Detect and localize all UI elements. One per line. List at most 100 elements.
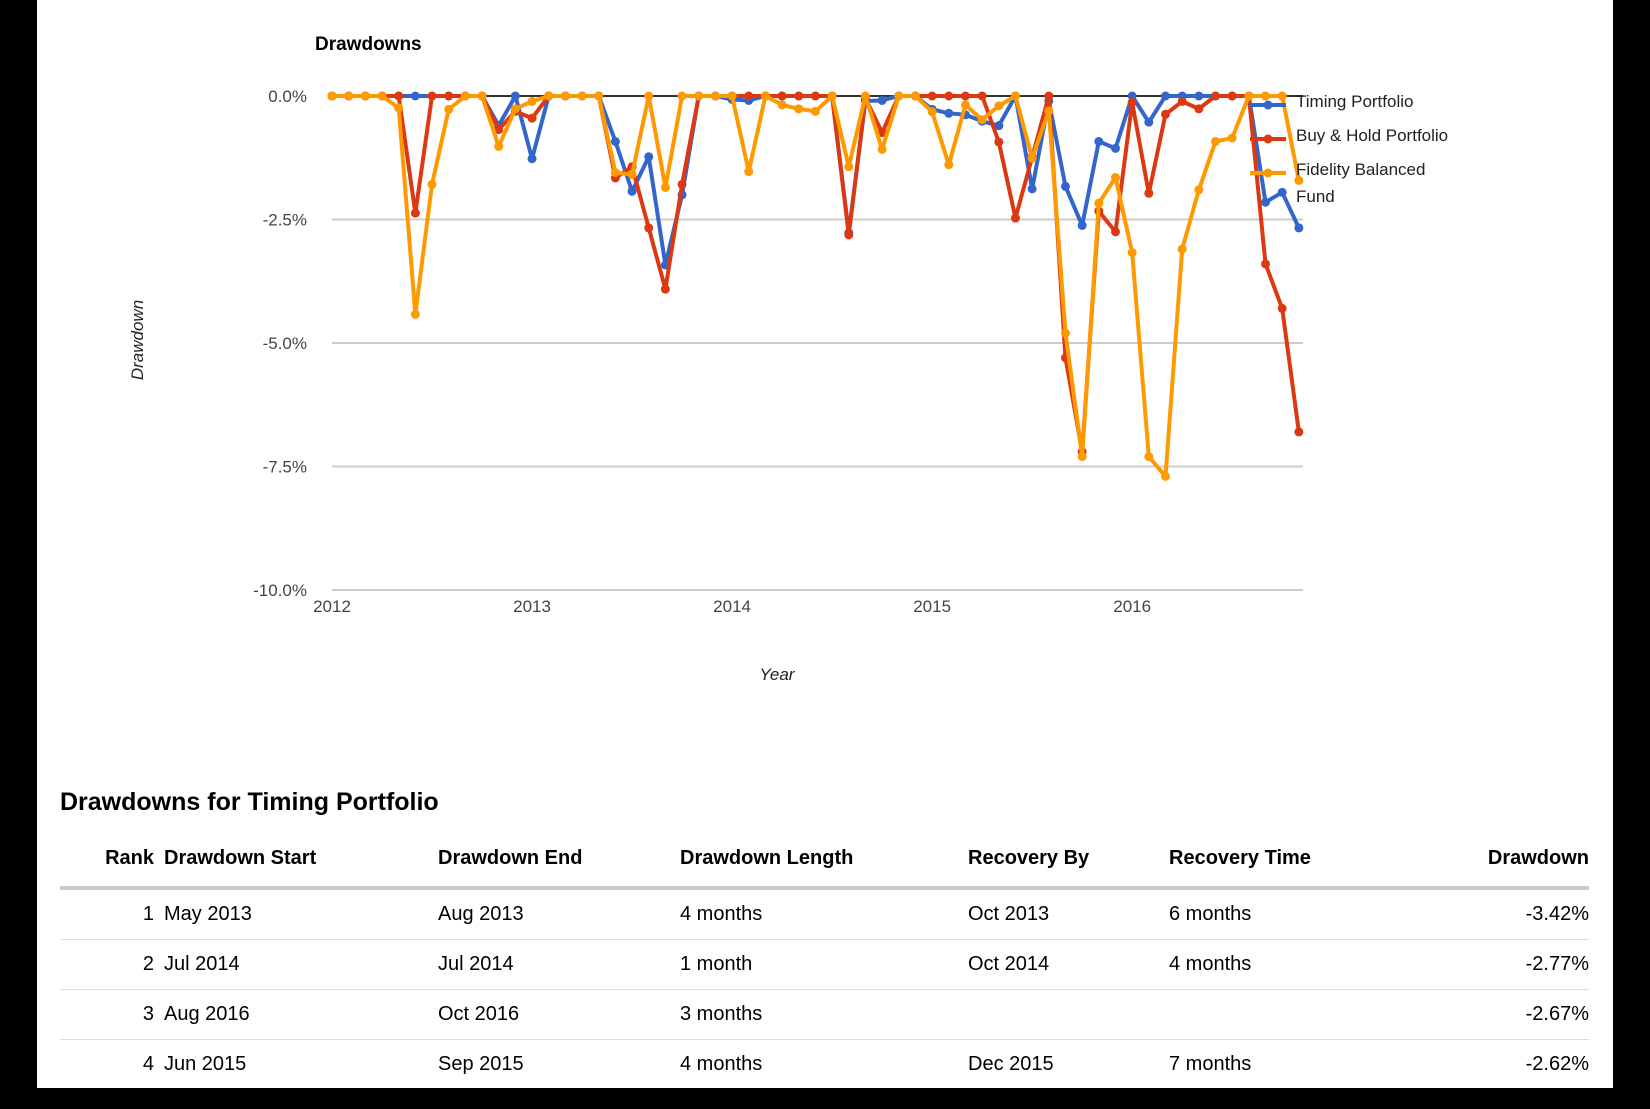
data-point[interactable]: [394, 103, 404, 113]
data-point[interactable]: [1211, 136, 1221, 146]
data-point[interactable]: [1060, 181, 1070, 191]
data-point[interactable]: [1277, 187, 1287, 197]
data-point[interactable]: [1244, 91, 1254, 101]
data-point[interactable]: [1294, 427, 1304, 437]
data-point[interactable]: [1294, 223, 1304, 233]
data-point[interactable]: [677, 91, 687, 101]
data-point[interactable]: [327, 91, 337, 101]
data-point[interactable]: [527, 154, 537, 164]
legend-item-timing-portfolio[interactable]: Timing Portfolio: [1250, 88, 1490, 115]
data-point[interactable]: [377, 91, 387, 101]
data-point[interactable]: [1127, 248, 1137, 258]
data-point[interactable]: [477, 91, 487, 101]
data-point[interactable]: [810, 106, 820, 116]
data-point[interactable]: [510, 104, 520, 114]
data-point[interactable]: [544, 91, 554, 101]
data-point[interactable]: [1010, 91, 1020, 101]
data-point[interactable]: [844, 162, 854, 172]
data-point[interactable]: [1194, 104, 1204, 114]
data-point[interactable]: [894, 91, 904, 101]
data-point[interactable]: [1060, 328, 1070, 338]
data-point[interactable]: [410, 91, 420, 101]
data-point[interactable]: [560, 91, 570, 101]
data-point[interactable]: [1211, 91, 1221, 101]
data-point[interactable]: [810, 91, 820, 101]
data-point[interactable]: [644, 91, 654, 101]
data-point[interactable]: [677, 179, 687, 189]
data-point[interactable]: [1044, 91, 1054, 101]
data-point[interactable]: [710, 91, 720, 101]
data-point[interactable]: [944, 91, 954, 101]
data-point[interactable]: [827, 91, 837, 101]
data-point[interactable]: [1194, 91, 1204, 101]
legend-item-fidelity-balanced-fund[interactable]: Fidelity Balanced Fund: [1250, 156, 1490, 210]
data-point[interactable]: [1161, 109, 1170, 119]
data-point[interactable]: [1144, 188, 1154, 198]
data-point[interactable]: [877, 95, 887, 105]
data-point[interactable]: [344, 91, 354, 101]
data-point[interactable]: [527, 96, 537, 106]
data-point[interactable]: [977, 91, 987, 101]
data-point[interactable]: [494, 125, 504, 135]
data-point[interactable]: [1261, 259, 1271, 269]
data-point[interactable]: [1027, 153, 1037, 163]
data-point[interactable]: [1261, 91, 1271, 101]
data-point[interactable]: [1277, 91, 1287, 101]
data-point[interactable]: [1277, 303, 1287, 313]
data-point[interactable]: [944, 108, 954, 118]
data-point[interactable]: [360, 91, 370, 101]
drawdowns-chart[interactable]: 0.0% -2.5% -5.0% -7.5% -10.0% 2012 2013 2014 201…: [37, 0, 1613, 700]
data-point[interactable]: [444, 104, 454, 114]
data-point[interactable]: [744, 91, 754, 101]
data-point[interactable]: [1144, 117, 1154, 127]
data-point[interactable]: [594, 91, 604, 101]
data-point[interactable]: [994, 101, 1004, 111]
data-point[interactable]: [1227, 133, 1237, 143]
data-point[interactable]: [444, 91, 454, 101]
data-point[interactable]: [794, 104, 804, 114]
data-point[interactable]: [1110, 143, 1120, 153]
data-point[interactable]: [994, 137, 1004, 147]
data-point[interactable]: [1110, 173, 1120, 183]
data-point[interactable]: [1261, 197, 1271, 207]
legend-item-buy-hold-portfolio[interactable]: Buy & Hold Portfolio: [1250, 122, 1490, 149]
data-point[interactable]: [427, 91, 437, 101]
data-point[interactable]: [410, 309, 420, 319]
data-point[interactable]: [910, 91, 920, 101]
data-point[interactable]: [427, 179, 437, 189]
data-point[interactable]: [610, 136, 620, 146]
data-point[interactable]: [960, 100, 970, 110]
data-point[interactable]: [860, 91, 870, 101]
data-point[interactable]: [877, 128, 887, 138]
data-point[interactable]: [394, 91, 404, 101]
data-point[interactable]: [760, 91, 770, 101]
data-point[interactable]: [627, 170, 637, 180]
data-point[interactable]: [577, 91, 587, 101]
data-point[interactable]: [1144, 452, 1154, 462]
data-point[interactable]: [744, 167, 754, 177]
data-point[interactable]: [644, 152, 654, 162]
data-point[interactable]: [610, 168, 620, 178]
data-point[interactable]: [960, 91, 970, 101]
data-point[interactable]: [994, 121, 1004, 131]
data-point[interactable]: [494, 141, 504, 151]
data-point[interactable]: [1161, 471, 1170, 481]
data-point[interactable]: [777, 100, 787, 110]
data-point[interactable]: [1010, 213, 1020, 223]
data-point[interactable]: [1177, 96, 1187, 106]
data-point[interactable]: [1127, 91, 1137, 101]
data-point[interactable]: [1077, 452, 1087, 462]
data-point[interactable]: [1294, 175, 1304, 185]
data-point[interactable]: [1094, 198, 1104, 208]
data-point[interactable]: [777, 91, 787, 101]
data-point[interactable]: [1027, 184, 1037, 194]
data-point[interactable]: [927, 107, 937, 117]
data-point[interactable]: [660, 182, 670, 192]
data-point[interactable]: [727, 91, 737, 101]
data-point[interactable]: [944, 160, 954, 170]
data-point[interactable]: [660, 284, 670, 294]
data-point[interactable]: [927, 91, 937, 101]
data-point[interactable]: [1044, 106, 1054, 116]
data-point[interactable]: [510, 91, 520, 101]
data-point[interactable]: [1177, 244, 1187, 254]
